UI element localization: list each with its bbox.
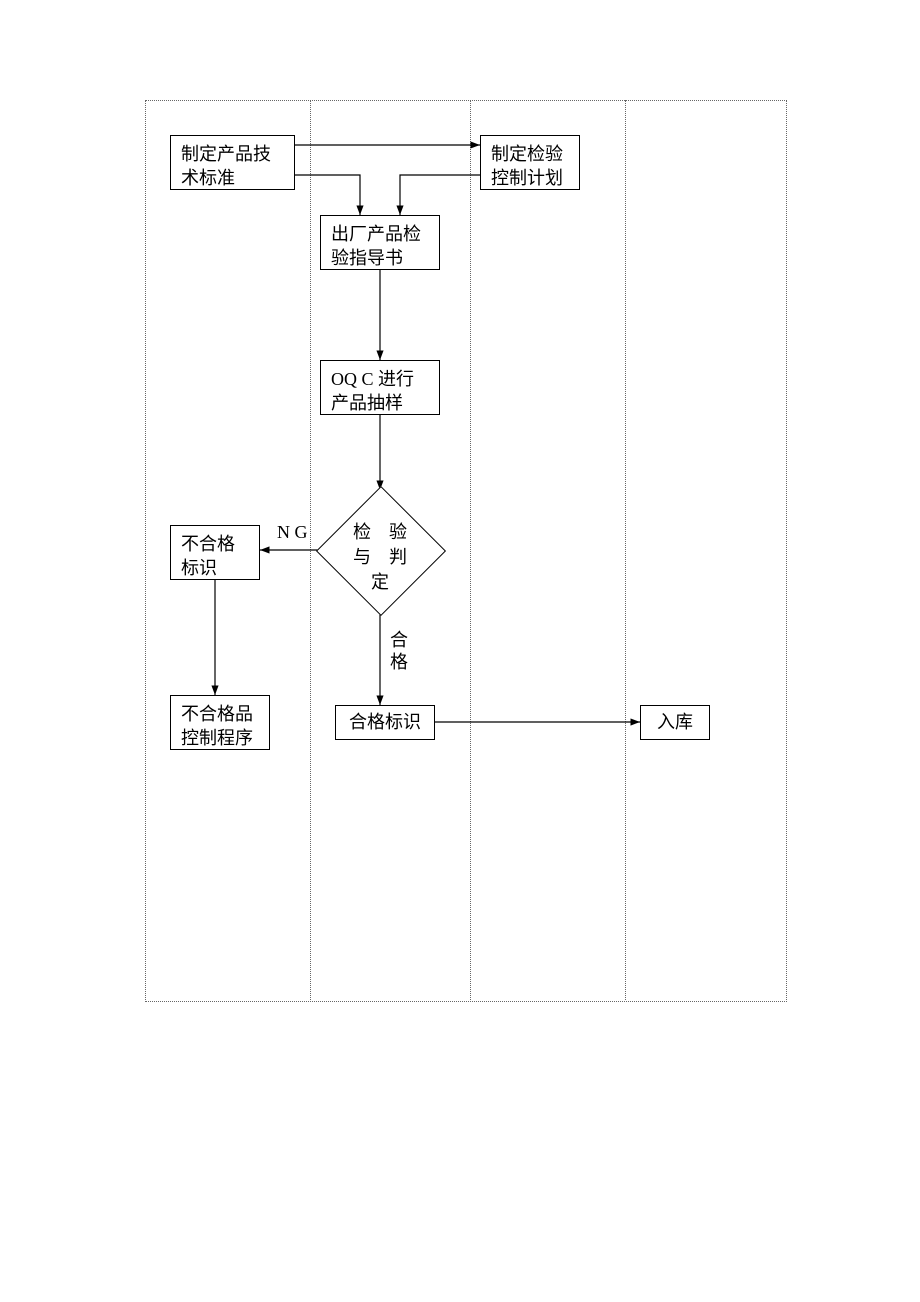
node-product-standard: 制定产品技术标准 xyxy=(170,135,295,190)
node-label: 出厂产品检验指导书 xyxy=(331,222,429,271)
node-label: 合格标识 xyxy=(349,710,421,734)
grid-col-1 xyxy=(310,100,311,1000)
node-label: 不合格标识 xyxy=(181,532,249,581)
node-label: 制定检验控制计划 xyxy=(491,142,569,191)
flowchart-canvas: 制定产品技术标准 制定检验控制计划 出厂产品检验指导书 OQ C 进行产品抽样 … xyxy=(0,0,920,1302)
node-ng-mark: 不合格标识 xyxy=(170,525,260,580)
node-warehouse: 入库 xyxy=(640,705,710,740)
node-label: OQ C 进行产品抽样 xyxy=(331,367,429,416)
grid-col-3 xyxy=(625,100,626,1000)
grid-col-2 xyxy=(470,100,471,1000)
node-ng-control: 不合格品控制程序 xyxy=(170,695,270,750)
node-label: 入库 xyxy=(657,710,693,734)
node-label: 制定产品技术标准 xyxy=(181,142,284,191)
node-label: 不合格品控制程序 xyxy=(181,702,259,751)
node-oqc-sampling: OQ C 进行产品抽样 xyxy=(320,360,440,415)
node-inspection-guide: 出厂产品检验指导书 xyxy=(320,215,440,270)
node-inspection-plan: 制定检验控制计划 xyxy=(480,135,580,190)
node-pass-mark: 合格标识 xyxy=(335,705,435,740)
